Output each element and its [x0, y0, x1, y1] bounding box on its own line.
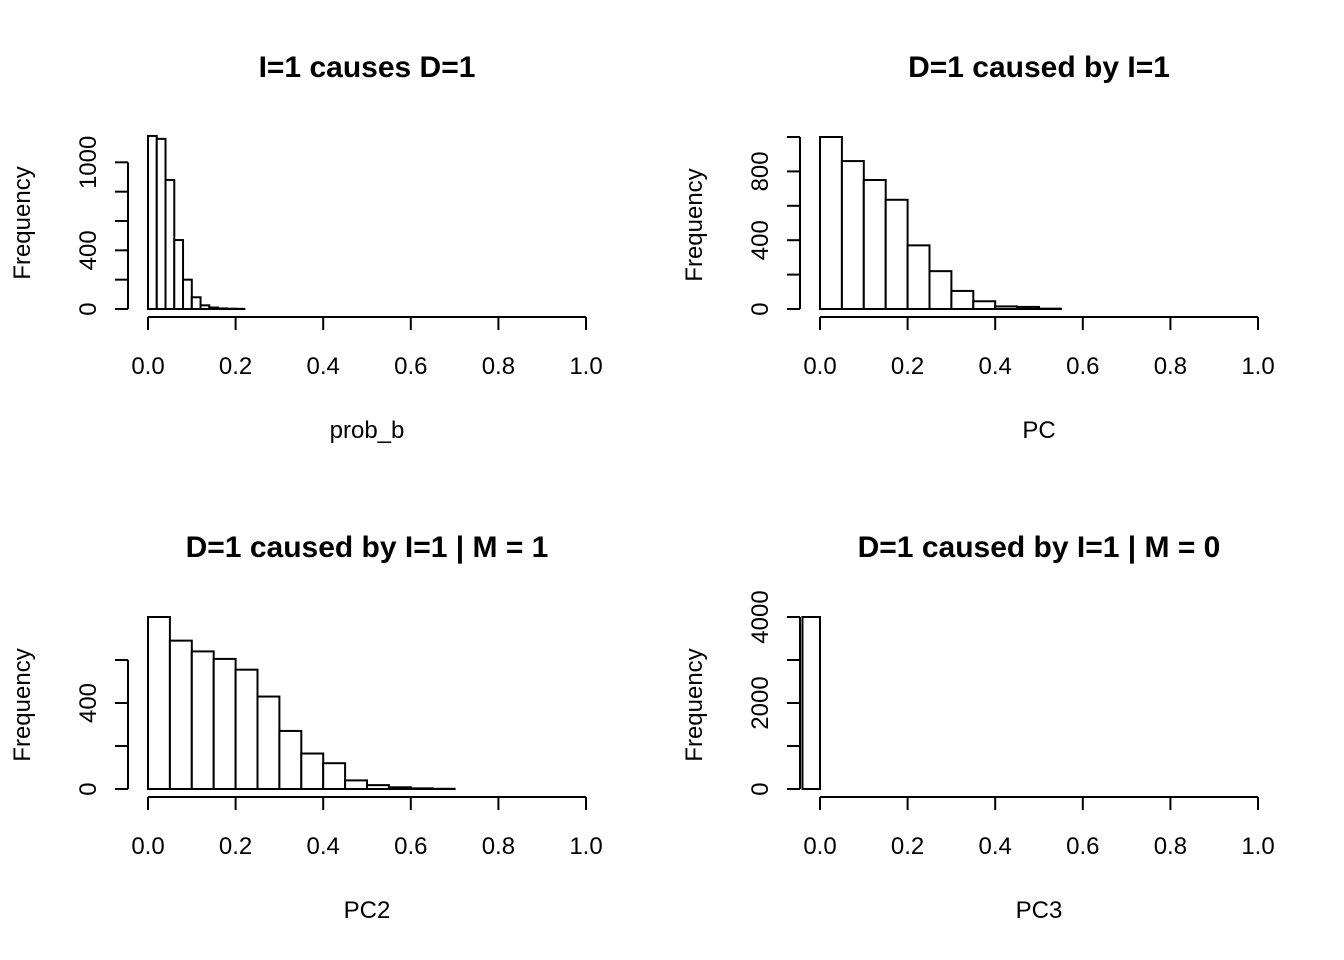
- histogram-bar: [840, 160, 865, 310]
- y-axis-label: Frequency: [9, 648, 36, 761]
- x-tick-label: 0.6: [394, 833, 427, 860]
- histogram-bar: [182, 278, 193, 310]
- histogram-bar: [884, 198, 909, 310]
- histogram-bar: [344, 779, 369, 791]
- y-tick-label: 1000: [75, 136, 102, 189]
- histogram-bar: [300, 752, 325, 791]
- histogram-bar: [366, 784, 390, 791]
- x-tick-label: 0.0: [803, 833, 836, 860]
- y-tick-label: 0: [75, 302, 102, 315]
- chart-title: D=1 caused by I=1: [908, 51, 1170, 84]
- x-tick-label: 0.4: [307, 833, 340, 860]
- x-tick-label: 0.6: [1066, 353, 1099, 380]
- histogram-panel-1: I=1 causes D=1 0.0 0.2 0.4 0.6 0.8 1.0 prob_b 0 4…: [9, 51, 603, 444]
- histogram-bar: [217, 307, 228, 310]
- histogram-bar: [208, 306, 220, 310]
- histogram-bar: [173, 239, 185, 310]
- histogram-bar: [801, 616, 821, 790]
- x-axis-label: prob_b: [330, 417, 405, 444]
- histogram-bar: [972, 300, 997, 311]
- x-axis-label: PC: [1022, 417, 1055, 444]
- y-tick-label: 0: [75, 782, 102, 795]
- histogram-bar: [1016, 305, 1040, 311]
- y-axis-label: Frequency: [681, 168, 708, 281]
- x-tick-label: 0.8: [1154, 833, 1187, 860]
- histogram-bar: [164, 178, 176, 310]
- x-tick-label: 1.0: [1241, 833, 1274, 860]
- histogram-bar: [928, 270, 953, 311]
- histogram-bar: [147, 134, 158, 310]
- histogram-bar: [147, 616, 171, 790]
- y-tick-label: 800: [747, 151, 774, 191]
- histogram-bar: [212, 657, 237, 790]
- y-tick-label: 0: [747, 302, 774, 315]
- x-tick-label: 0.0: [803, 353, 836, 380]
- chart-title: D=1 caused by I=1 | M = 0: [858, 531, 1221, 564]
- histogram-bar: [155, 137, 167, 310]
- histogram-bar: [950, 289, 975, 311]
- x-tick-label: 1.0: [1241, 353, 1274, 380]
- x-tick-label: 1.0: [569, 833, 602, 860]
- x-tick-label: 1.0: [569, 353, 602, 380]
- histogram-bar: [168, 639, 193, 791]
- histogram-bar: [199, 304, 211, 311]
- chart-title: D=1 caused by I=1 | M = 1: [186, 531, 549, 564]
- histogram-panel-3: D=1 caused by I=1 | M = 1 0.0 0.2 0.4 0.6 0.8…: [9, 531, 603, 924]
- y-tick-label: 0: [747, 782, 774, 795]
- x-axis-label: PC3: [1016, 897, 1063, 924]
- histogram-bar: [862, 179, 887, 310]
- y-tick-label: 4000: [747, 590, 774, 643]
- x-tick-label: 0.4: [979, 353, 1012, 380]
- x-tick-label: 0.8: [482, 353, 515, 380]
- histogram-panel-2: D=1 caused by I=1 0.0 0.2 0.4 0.6 0.8 1.0 PC 0 40…: [681, 51, 1275, 444]
- histogram-bar: [819, 136, 843, 310]
- x-tick-label: 0.6: [394, 353, 427, 380]
- histogram-bar: [322, 762, 347, 791]
- x-tick-label: 0.2: [891, 353, 924, 380]
- histogram-panel-4: D=1 caused by I=1 | M = 0 0.0 0.2 0.4 0.6 0.8…: [681, 531, 1275, 924]
- y-axis-label: Frequency: [9, 166, 36, 279]
- histogram-bar: [278, 729, 303, 791]
- histogram-bar: [234, 668, 259, 790]
- histogram-bar: [387, 786, 412, 791]
- histogram-bar: [409, 787, 434, 790]
- chart-title: I=1 causes D=1: [259, 51, 476, 84]
- x-tick-label: 0.8: [1154, 353, 1187, 380]
- y-tick-label: 400: [747, 220, 774, 260]
- x-tick-label: 0.4: [307, 353, 340, 380]
- histogram-bar: [190, 296, 202, 310]
- x-tick-label: 0.0: [131, 833, 164, 860]
- x-tick-label: 0.4: [979, 833, 1012, 860]
- histogram-bar: [190, 650, 215, 791]
- y-tick-label: 400: [75, 230, 102, 270]
- x-tick-label: 0.2: [219, 833, 252, 860]
- y-axis-label: Frequency: [681, 648, 708, 761]
- x-tick-label: 0.2: [219, 353, 252, 380]
- x-tick-label: 0.8: [482, 833, 515, 860]
- x-tick-label: 0.2: [891, 833, 924, 860]
- y-tick-label: 2000: [747, 676, 774, 729]
- x-tick-label: 0.0: [131, 353, 164, 380]
- histogram-bar: [256, 695, 281, 790]
- y-tick-label: 400: [75, 683, 102, 723]
- histogram-bar: [994, 305, 1019, 311]
- histogram-bar: [906, 244, 931, 310]
- x-tick-label: 0.6: [1066, 833, 1099, 860]
- x-axis-label: PC2: [344, 897, 391, 924]
